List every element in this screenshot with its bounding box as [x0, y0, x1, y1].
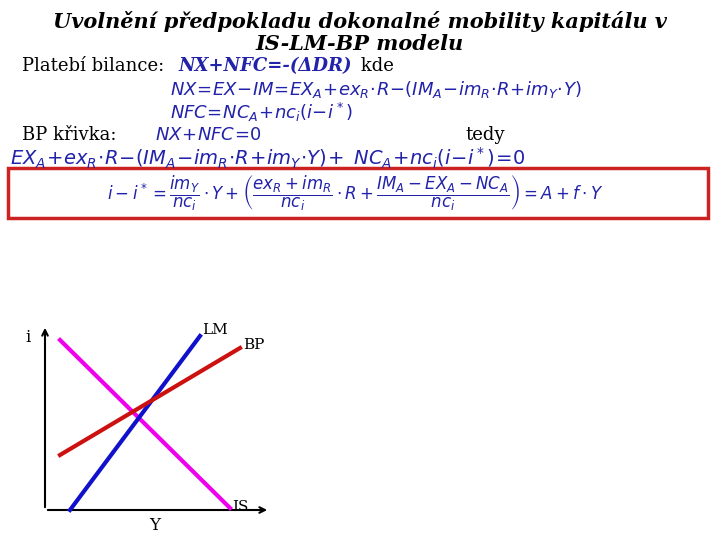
Text: $NX\!=\!EX\!-\!IM\!=\!EX_A\!+\!ex_R\!\cdot\!R\!-\!(IM_A\!-\!im_R\!\cdot\!R\!+\!i: $NX\!=\!EX\!-\!IM\!=\!EX_A\!+\!ex_R\!\cd…: [170, 79, 582, 100]
Text: kde: kde: [355, 57, 394, 75]
Text: LM: LM: [202, 323, 228, 337]
Text: tedy: tedy: [465, 126, 505, 144]
Text: $NX\!+\!NFC\!=\!0$: $NX\!+\!NFC\!=\!0$: [155, 126, 262, 144]
Text: NX+NFC=-(ΔDR): NX+NFC=-(ΔDR): [178, 57, 351, 75]
FancyBboxPatch shape: [8, 168, 708, 218]
Text: i: i: [25, 329, 31, 347]
Text: IS: IS: [232, 500, 248, 514]
Text: BP křivka:: BP křivka:: [22, 126, 117, 144]
Text: $i-i^*=\dfrac{im_Y}{nc_i}\cdot Y+\left(\dfrac{ex_R+im_R}{nc_i}\cdot R+\dfrac{IM_: $i-i^*=\dfrac{im_Y}{nc_i}\cdot Y+\left(\…: [107, 173, 603, 213]
Text: $EX_A\!+\!ex_R\!\cdot\!R\!-\!(IM_A\!-\!im_R\!\cdot\!R\!+\!im_Y\!\cdot\!Y)\!+\ NC: $EX_A\!+\!ex_R\!\cdot\!R\!-\!(IM_A\!-\!i…: [10, 145, 525, 171]
Text: Uvolnění předpokladu dokonalné mobility kapitálu v: Uvolnění předpokladu dokonalné mobility …: [53, 11, 667, 32]
Text: IS-LM-BP modelu: IS-LM-BP modelu: [256, 34, 464, 54]
Text: Y: Y: [150, 516, 161, 534]
Text: Platebí bilance:: Platebí bilance:: [22, 57, 170, 75]
Text: BP: BP: [243, 338, 264, 352]
Text: $NFC\!=\!NC_A\!+\!nc_i(i\!-\!i^*)$: $NFC\!=\!NC_A\!+\!nc_i(i\!-\!i^*)$: [170, 100, 354, 124]
